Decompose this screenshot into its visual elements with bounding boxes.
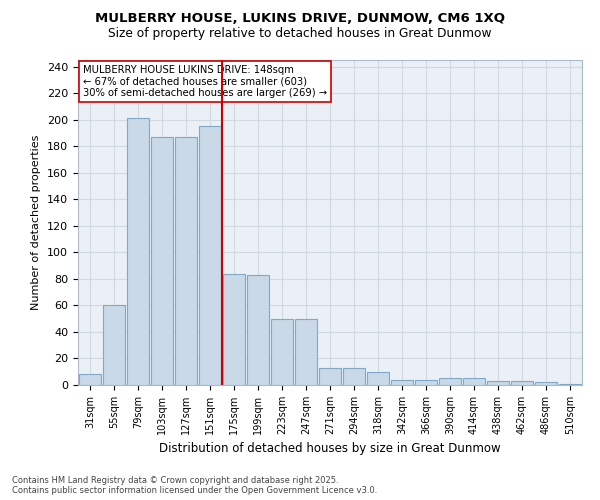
- Bar: [319, 368, 341, 385]
- Bar: [463, 378, 485, 385]
- Bar: [151, 137, 173, 385]
- Bar: [271, 318, 293, 385]
- Bar: [559, 384, 581, 385]
- Bar: [295, 318, 317, 385]
- Bar: [247, 275, 269, 385]
- Bar: [367, 372, 389, 385]
- Bar: [535, 382, 557, 385]
- Bar: [487, 381, 509, 385]
- Bar: [199, 126, 221, 385]
- Bar: [127, 118, 149, 385]
- Text: Size of property relative to detached houses in Great Dunmow: Size of property relative to detached ho…: [108, 28, 492, 40]
- X-axis label: Distribution of detached houses by size in Great Dunmow: Distribution of detached houses by size …: [159, 442, 501, 456]
- Bar: [415, 380, 437, 385]
- Bar: [391, 380, 413, 385]
- Bar: [511, 381, 533, 385]
- Bar: [439, 378, 461, 385]
- Bar: [103, 306, 125, 385]
- Y-axis label: Number of detached properties: Number of detached properties: [31, 135, 41, 310]
- Bar: [343, 368, 365, 385]
- Text: Contains HM Land Registry data © Crown copyright and database right 2025.
Contai: Contains HM Land Registry data © Crown c…: [12, 476, 377, 495]
- Bar: [223, 274, 245, 385]
- Text: MULBERRY HOUSE, LUKINS DRIVE, DUNMOW, CM6 1XQ: MULBERRY HOUSE, LUKINS DRIVE, DUNMOW, CM…: [95, 12, 505, 26]
- Text: MULBERRY HOUSE LUKINS DRIVE: 148sqm
← 67% of detached houses are smaller (603)
3: MULBERRY HOUSE LUKINS DRIVE: 148sqm ← 67…: [83, 65, 327, 98]
- Bar: [79, 374, 101, 385]
- Bar: [175, 137, 197, 385]
